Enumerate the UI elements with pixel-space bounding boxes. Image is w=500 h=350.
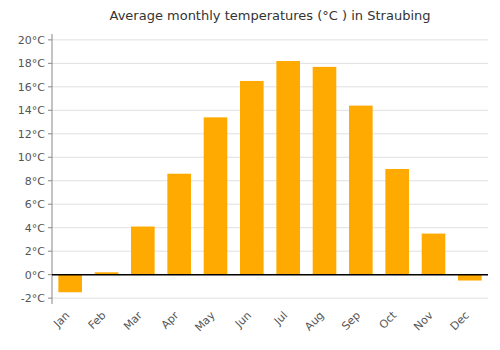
y-tick-label: 18°C: [18, 57, 45, 70]
bar: [422, 234, 446, 275]
grid-line: [52, 157, 488, 158]
x-tick-label: Mar: [121, 309, 145, 333]
y-tick-label: 4°C: [25, 222, 45, 235]
y-tick: [48, 133, 52, 134]
y-tick-label: 2°C: [25, 245, 45, 258]
x-tick-label: Jan: [50, 309, 72, 331]
bar: [131, 227, 155, 275]
x-tick-label: Feb: [86, 309, 109, 332]
x-tick-label: Apr: [159, 309, 182, 332]
x-tick-label: Dec: [448, 309, 472, 333]
bar: [313, 67, 337, 275]
grid-line: [52, 204, 488, 205]
bar: [349, 106, 373, 275]
bars: [58, 61, 481, 292]
chart: Average monthly temperatures (°C ) in St…: [0, 0, 500, 350]
x-tick-label: Jul: [271, 309, 290, 328]
y-tick: [48, 39, 52, 40]
bar: [167, 174, 191, 275]
y-tick-label: 16°C: [18, 81, 45, 94]
x-tick-label: May: [192, 309, 218, 335]
y-tick: [48, 86, 52, 87]
title: Average monthly temperatures (°C ) in St…: [110, 8, 431, 23]
grid-line: [52, 110, 488, 111]
bar: [276, 61, 300, 275]
y-tick: [48, 180, 52, 181]
y-tick-label: 6°C: [25, 198, 45, 211]
grid-line: [52, 227, 488, 228]
grid-line: [52, 298, 488, 299]
x-axis: Jan Feb Mar Apr May Jun Jul Aug Sep Oct Nov Dec: [50, 308, 472, 334]
chart-container: Average monthly temperatures (°C ) in St…: [0, 0, 500, 350]
y-axis-line: [52, 34, 53, 304]
bar: [240, 81, 264, 275]
x-tick-label: Nov: [411, 309, 436, 334]
y-tick: [48, 298, 52, 299]
y-tick: [48, 204, 52, 205]
grid-line: [52, 133, 488, 134]
y-tick-label: 0°C: [25, 269, 45, 282]
grid-line: [52, 274, 488, 275]
y-tick: [48, 251, 52, 252]
bar: [58, 275, 82, 293]
y-tick-label: 10°C: [18, 151, 45, 164]
x-tick-label: Jun: [232, 309, 254, 331]
bar: [458, 275, 482, 281]
y-tick: [48, 157, 52, 158]
y-tick: [48, 227, 52, 228]
x-tick-label: Oct: [377, 308, 400, 331]
grid-line: [52, 86, 488, 87]
y-tick-label: 20°C: [18, 34, 45, 47]
y-tick-label: 8°C: [25, 175, 45, 188]
y-tick: [48, 274, 52, 275]
x-tick-label: Sep: [339, 309, 363, 333]
y-axis: -2°C 0°C 2°C 4°C 6°C 8°C 10°C 12°C 14°C 16°C 18°C 2…: [18, 34, 52, 305]
y-tick: [48, 110, 52, 111]
y-tick-label: 14°C: [18, 104, 45, 117]
x-tick-label: Aug: [302, 309, 326, 333]
zero-line: [52, 274, 488, 276]
y-tick-label: -2°C: [21, 292, 45, 305]
bar: [204, 117, 228, 274]
grid-line: [52, 39, 488, 40]
grid: [52, 40, 488, 298]
y-tick: [48, 63, 52, 64]
grid-line: [52, 180, 488, 181]
grid-line: [52, 63, 488, 64]
y-tick-label: 12°C: [18, 128, 45, 141]
bar: [385, 169, 409, 275]
